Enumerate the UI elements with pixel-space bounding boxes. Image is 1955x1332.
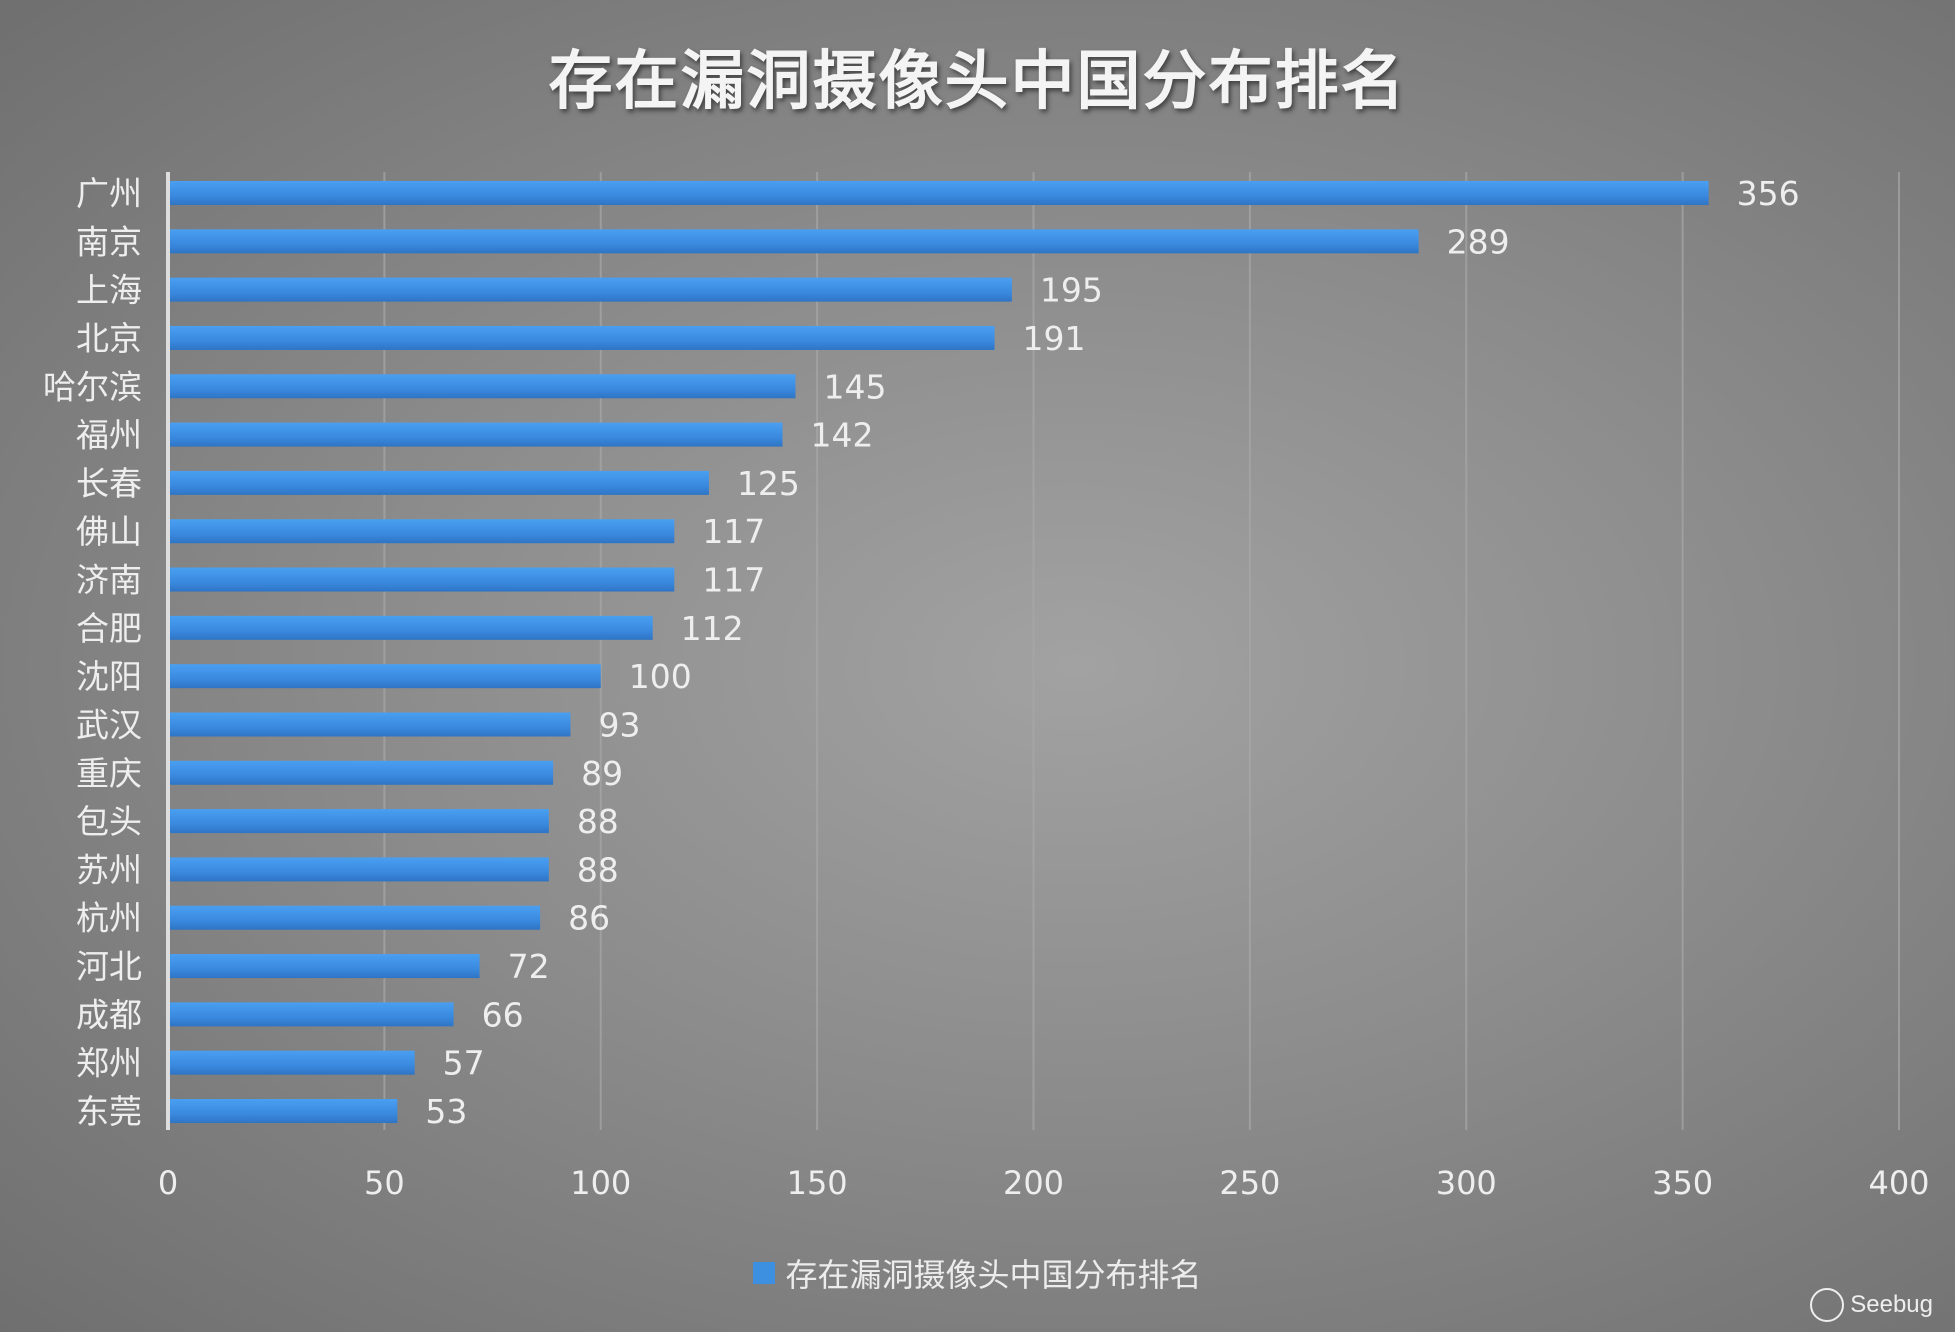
data-label: 93 <box>598 705 640 744</box>
bar <box>168 374 796 399</box>
category-label: 广州 <box>76 174 142 213</box>
watermark-text: Seebug <box>1850 1291 1933 1318</box>
category-label: 上海 <box>76 271 142 310</box>
category-label: 苏州 <box>76 850 142 889</box>
category-label: 合肥 <box>76 609 142 648</box>
x-tick-label: 200 <box>1003 1164 1064 1202</box>
bar <box>168 760 554 785</box>
data-label: 100 <box>629 657 692 696</box>
data-label: 142 <box>811 416 874 455</box>
legend-label: 存在漏洞摄像头中国分布排名 <box>785 1256 1202 1294</box>
data-label: 66 <box>482 995 524 1034</box>
data-label: 356 <box>1737 174 1800 213</box>
data-label: 88 <box>577 802 619 841</box>
data-label: 86 <box>568 899 610 938</box>
category-label: 包头 <box>76 802 142 841</box>
category-label: 济南 <box>76 561 142 600</box>
category-label: 福州 <box>76 416 142 455</box>
bar <box>168 519 675 544</box>
bar <box>168 277 1012 302</box>
data-label: 117 <box>702 561 765 600</box>
bar <box>168 1050 415 1075</box>
data-label: 145 <box>823 367 886 406</box>
bar <box>168 857 549 882</box>
bar <box>168 615 653 640</box>
bar <box>168 809 549 834</box>
bar <box>168 712 571 737</box>
x-tick-label: 300 <box>1436 1164 1497 1202</box>
category-label: 郑州 <box>76 1044 142 1083</box>
category-label: 武汉 <box>76 705 142 744</box>
bar <box>168 422 783 447</box>
category-label: 佛山 <box>76 512 142 551</box>
category-label: 哈尔滨 <box>43 367 142 406</box>
x-tick-label: 400 <box>1868 1164 1929 1202</box>
legend: 存在漏洞摄像头中国分布排名 <box>0 1250 1955 1296</box>
x-tick-label: 100 <box>570 1164 631 1202</box>
chart-title: 存在漏洞摄像头中国分布排名 <box>548 45 1407 119</box>
category-label: 北京 <box>76 319 142 358</box>
category-label: 成都 <box>76 995 142 1034</box>
data-label: 72 <box>508 947 550 986</box>
bar <box>168 664 601 689</box>
x-tick-label: 150 <box>787 1164 848 1202</box>
data-label: 112 <box>681 609 744 648</box>
seebug-logo-icon <box>1810 1288 1845 1322</box>
data-label: 53 <box>425 1092 467 1131</box>
bar <box>168 567 675 592</box>
data-label: 89 <box>581 754 623 793</box>
data-label: 289 <box>1447 222 1510 261</box>
bar <box>168 470 709 495</box>
bar <box>168 181 1709 205</box>
category-label: 重庆 <box>76 754 142 793</box>
x-tick-label: 350 <box>1652 1164 1713 1202</box>
seebug-watermark: Seebug <box>1810 1288 1933 1322</box>
bar <box>168 954 480 979</box>
x-tick-label: 250 <box>1219 1164 1280 1202</box>
bar <box>168 1002 454 1027</box>
category-label: 南京 <box>76 222 142 261</box>
x-tick-label: 0 <box>158 1164 178 1202</box>
bar <box>168 325 995 350</box>
category-label: 东莞 <box>76 1092 142 1131</box>
category-label: 杭州 <box>76 899 142 938</box>
bar <box>168 905 541 930</box>
category-label: 河北 <box>76 947 142 986</box>
data-label: 195 <box>1040 271 1103 310</box>
category-label: 沈阳 <box>76 657 142 696</box>
legend-swatch <box>753 1262 776 1284</box>
data-label: 117 <box>702 512 765 551</box>
x-tick-label: 50 <box>364 1164 405 1202</box>
data-label: 125 <box>737 464 800 503</box>
data-label: 88 <box>577 850 619 889</box>
bar <box>168 1099 398 1123</box>
data-label: 191 <box>1023 319 1086 358</box>
bar <box>168 229 1419 254</box>
data-label: 57 <box>443 1044 485 1083</box>
category-label: 长春 <box>76 464 142 503</box>
